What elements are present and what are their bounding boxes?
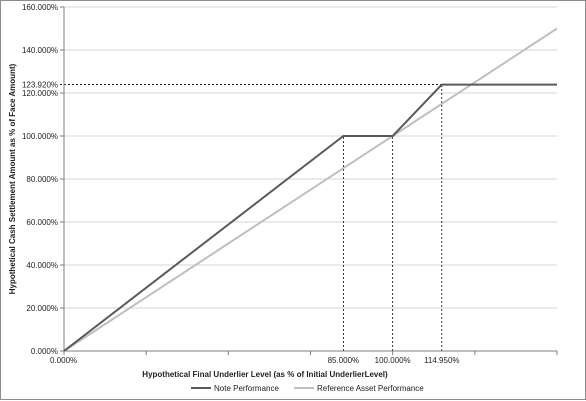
y-tick-label: 60.000% — [26, 218, 58, 227]
series-line-reference-asset-performance — [63, 27, 558, 352]
y-tick-label: 100.000% — [22, 132, 58, 141]
y-tick-label: 80.000% — [26, 175, 58, 184]
x-tick-label: 85.000% — [328, 356, 360, 365]
y-tick-label: 140.000% — [22, 46, 58, 55]
y-tick-label: 120.000% — [22, 89, 58, 98]
x-tick-label: 0.000% — [50, 356, 77, 365]
x-axis-title: Hypothetical Final Underlier Level (as %… — [142, 370, 388, 379]
x-tick-label: 100.000% — [375, 356, 411, 365]
legend: Note Performance Reference Asset Performa… — [191, 384, 424, 393]
series-line-note-performance — [63, 83, 557, 352]
y-axis-title: Hypothetical Cash Settlement Amount as %… — [8, 63, 17, 294]
y-tick-label: 160.000% — [22, 3, 58, 12]
cap-level-label: 123.920% — [22, 81, 58, 90]
y-tick-label: 0.000% — [31, 347, 58, 356]
y-tick-label: 20.000% — [26, 304, 58, 313]
legend-label-note-performance: Note Performance — [214, 384, 279, 393]
legend-label-reference-asset-performance: Reference Asset Performance — [317, 384, 424, 393]
y-tick-label: 40.000% — [26, 261, 58, 270]
x-tick-label: 114.950% — [424, 356, 459, 365]
